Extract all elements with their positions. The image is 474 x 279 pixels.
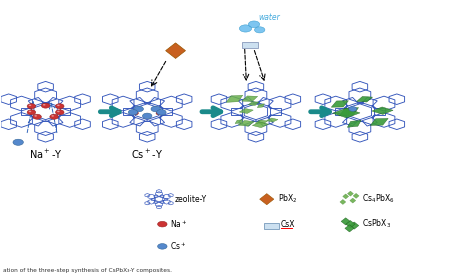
Text: zeolite-Y: zeolite-Y	[174, 195, 207, 204]
Polygon shape	[242, 96, 258, 102]
Circle shape	[57, 111, 60, 112]
Polygon shape	[248, 102, 259, 105]
Circle shape	[35, 115, 37, 117]
Circle shape	[33, 114, 41, 119]
Polygon shape	[340, 199, 346, 205]
Circle shape	[41, 103, 50, 108]
Circle shape	[57, 105, 60, 106]
Circle shape	[143, 113, 152, 119]
Polygon shape	[357, 97, 373, 102]
Polygon shape	[343, 194, 349, 199]
Polygon shape	[260, 194, 274, 205]
Polygon shape	[339, 108, 358, 116]
Text: water: water	[258, 13, 280, 22]
Polygon shape	[235, 120, 243, 124]
Circle shape	[27, 110, 36, 115]
Circle shape	[55, 110, 64, 115]
Circle shape	[55, 104, 64, 109]
Polygon shape	[346, 221, 355, 228]
Circle shape	[255, 27, 265, 33]
Circle shape	[50, 114, 58, 119]
Text: Na$^+$: Na$^+$	[170, 218, 187, 230]
Polygon shape	[347, 120, 361, 127]
Polygon shape	[333, 108, 360, 118]
Circle shape	[29, 111, 31, 112]
Circle shape	[132, 111, 138, 115]
Polygon shape	[266, 118, 278, 122]
Polygon shape	[372, 107, 393, 114]
Text: CsX: CsX	[281, 220, 295, 229]
Circle shape	[27, 104, 36, 109]
Text: Cs$_4$PbX$_6$: Cs$_4$PbX$_6$	[362, 193, 395, 205]
Circle shape	[156, 111, 162, 115]
Circle shape	[51, 115, 54, 117]
Polygon shape	[165, 43, 185, 58]
Text: Cs$^+$: Cs$^+$	[170, 240, 186, 252]
Text: Na$^+$-Y: Na$^+$-Y	[29, 148, 63, 161]
Polygon shape	[239, 109, 253, 114]
Polygon shape	[350, 222, 359, 229]
FancyBboxPatch shape	[264, 223, 279, 229]
Polygon shape	[255, 120, 267, 124]
Circle shape	[43, 104, 46, 105]
Polygon shape	[252, 122, 269, 128]
Polygon shape	[350, 198, 356, 203]
Polygon shape	[238, 121, 255, 126]
Circle shape	[156, 110, 166, 115]
Text: PbX$_2$: PbX$_2$	[278, 193, 298, 205]
FancyBboxPatch shape	[242, 42, 258, 48]
Circle shape	[157, 244, 167, 249]
Circle shape	[151, 106, 160, 112]
Polygon shape	[341, 218, 350, 225]
Polygon shape	[226, 95, 243, 102]
Polygon shape	[331, 101, 348, 107]
Polygon shape	[257, 104, 264, 108]
Text: Cs$^+$-Y: Cs$^+$-Y	[131, 148, 163, 161]
Text: CsPbX$_3$: CsPbX$_3$	[362, 218, 392, 230]
Circle shape	[128, 110, 138, 115]
Circle shape	[29, 105, 31, 106]
Polygon shape	[347, 191, 354, 196]
Circle shape	[349, 107, 357, 111]
Circle shape	[157, 222, 167, 227]
Text: ation of the three-step synthesis of CsPbX₃-Y composites.: ation of the three-step synthesis of CsP…	[3, 268, 172, 273]
Polygon shape	[345, 225, 354, 232]
Polygon shape	[370, 118, 388, 126]
Circle shape	[248, 21, 260, 28]
Circle shape	[134, 106, 144, 112]
Circle shape	[13, 139, 23, 145]
Polygon shape	[353, 193, 359, 198]
Circle shape	[239, 25, 252, 32]
